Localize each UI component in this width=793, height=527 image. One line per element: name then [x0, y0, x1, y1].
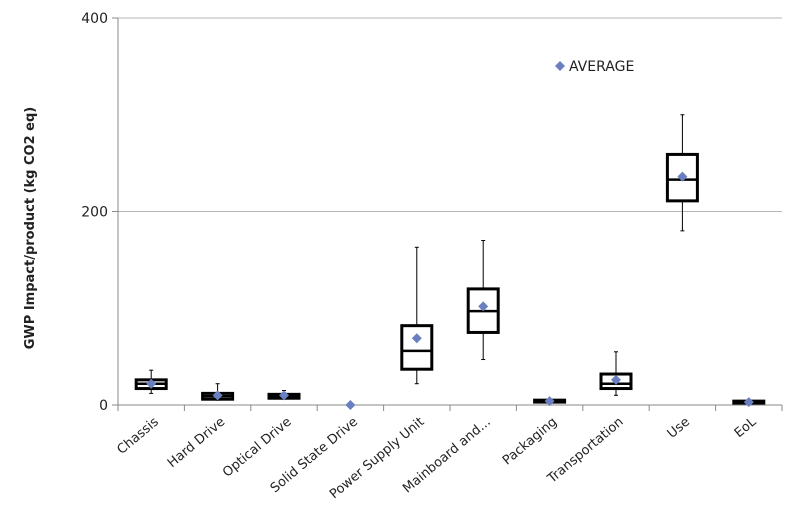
average-marker [677, 171, 688, 182]
y-axis-title: GWP Impact/product (kg CO2 eq) [23, 107, 38, 350]
box-group [201, 383, 235, 401]
y-tick-labels: 0 200 400 [81, 11, 108, 414]
average-marker [411, 333, 422, 344]
box-group [599, 351, 633, 396]
legend-label: AVERAGE [569, 59, 634, 75]
boxes [134, 114, 766, 410]
box-group [533, 396, 567, 407]
x-tick-label: Use [665, 415, 693, 442]
box-group [345, 400, 356, 410]
average-marker [146, 378, 157, 389]
box-group [665, 114, 699, 232]
average-marker [345, 400, 356, 410]
average-marker [279, 390, 289, 401]
y-tick-label: 400 [81, 11, 108, 27]
x-tick-label: Packaging [500, 415, 560, 469]
box-iqr [400, 324, 434, 371]
legend: AVERAGE [555, 59, 634, 75]
box-iqr [665, 152, 699, 203]
box-group [732, 397, 766, 408]
box-group [466, 240, 500, 361]
box-group [134, 369, 168, 394]
average-marker [478, 301, 489, 312]
y-tick-label: 0 [99, 398, 108, 414]
average-marker [544, 396, 555, 407]
x-tick-label: Hard Drive [165, 415, 228, 471]
x-tick-label: Chassis [114, 414, 162, 457]
legend-average-marker [555, 61, 565, 71]
average-marker [743, 397, 754, 408]
box-group [267, 389, 301, 401]
y-tick-label: 200 [81, 205, 108, 221]
average-marker [611, 374, 621, 385]
axes [112, 17, 783, 411]
average-marker [212, 390, 223, 401]
box-group [400, 246, 434, 385]
box-iqr [599, 372, 633, 391]
gridlines [118, 17, 782, 212]
x-tick-label: EoL [732, 414, 760, 441]
